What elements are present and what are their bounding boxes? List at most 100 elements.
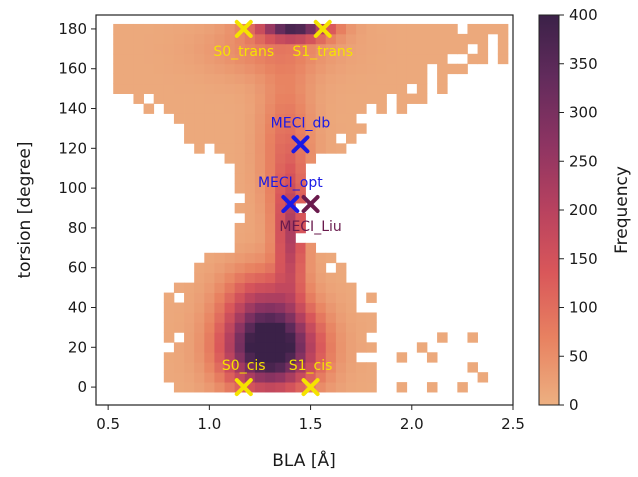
heatmap-cell [265, 262, 276, 274]
heatmap-cell [234, 282, 246, 293]
heatmap-cell [497, 43, 509, 55]
heatmap-cell [356, 123, 367, 134]
heatmap-cell [335, 382, 347, 393]
heatmap-cell [305, 282, 317, 293]
heatmap-cell [366, 53, 377, 65]
heatmap-cell [335, 23, 347, 35]
heatmap-cell [173, 382, 185, 393]
heatmap-cell [285, 73, 296, 85]
heatmap-cell [275, 193, 286, 204]
heatmap-cell [163, 362, 175, 373]
heatmap-cell [254, 23, 266, 35]
heatmap-cell [346, 53, 357, 65]
heatmap-cell [113, 63, 124, 75]
heatmap-cell [254, 322, 266, 333]
heatmap-cell [275, 352, 286, 363]
heatmap-cell [416, 73, 428, 85]
heatmap-cell [265, 103, 276, 114]
heatmap-cell [244, 212, 256, 224]
y-tick-label: 180 [58, 20, 87, 38]
heatmap-cell [477, 23, 489, 35]
heatmap-cell [346, 83, 357, 94]
heatmap-cell [366, 312, 377, 323]
heatmap-cell [285, 292, 296, 303]
heatmap-cell [315, 73, 327, 85]
heatmap-cell [173, 322, 185, 333]
annotation-label: MECI_db [271, 115, 331, 131]
heatmap-cell [204, 133, 215, 144]
heatmap-cell [163, 322, 175, 333]
heatmap-cell [224, 93, 236, 104]
heatmap-cell [295, 242, 306, 254]
heatmap-cell [346, 292, 357, 303]
heatmap-cell [346, 302, 357, 313]
heatmap-cell [285, 322, 296, 333]
heatmap-cell [184, 282, 195, 293]
heatmap-cell [244, 382, 256, 393]
heatmap-cell [457, 382, 468, 393]
heatmap-cell [204, 252, 215, 264]
heatmap-cell [234, 382, 246, 393]
heatmap-cell [234, 143, 246, 154]
heatmap-cell [244, 113, 256, 124]
heatmap-cell [275, 242, 286, 254]
heatmap-cell [234, 173, 246, 184]
heatmap-cell [346, 93, 357, 104]
heatmap-cell [224, 133, 236, 144]
heatmap-cell [295, 382, 306, 393]
heatmap-cell [204, 33, 215, 45]
heatmap-cell [214, 23, 225, 35]
heatmap-cell [184, 362, 195, 373]
heatmap-cell [305, 292, 317, 303]
x-marker [301, 378, 320, 397]
heatmap-cell [194, 352, 205, 363]
heatmap-cell [335, 342, 347, 353]
heatmap-cell [366, 73, 377, 85]
heatmap-cell [467, 33, 478, 45]
heatmap-cell [295, 322, 306, 333]
heatmap-cell [234, 43, 246, 55]
heatmap-cell [214, 332, 225, 343]
heatmap-cell [265, 73, 276, 85]
y-axis-title: torsion [degree] [15, 141, 35, 278]
heatmap-cell [194, 332, 205, 343]
heatmap-cell [234, 222, 246, 234]
heatmap-cell [346, 123, 357, 134]
heatmap-cell [346, 23, 357, 35]
heatmap-cell [406, 23, 418, 35]
heatmap-cell [194, 123, 205, 134]
heatmap-cell [204, 332, 215, 343]
heatmap-cell [315, 83, 327, 94]
heatmap-cell [366, 342, 377, 353]
heatmap-cell [406, 63, 418, 75]
annotation-label: S0_trans [213, 44, 274, 60]
heatmap-cell [285, 222, 296, 234]
x-marker [234, 19, 253, 38]
heatmap-cell [285, 133, 296, 144]
heatmap-cell [497, 53, 509, 65]
heatmap-cell [335, 123, 347, 134]
heatmap-cell [295, 332, 306, 343]
heatmap-cell [163, 292, 175, 303]
heatmap-cell [447, 33, 458, 45]
heatmap-cell [254, 173, 266, 184]
heatmap-cell [275, 292, 286, 303]
heatmap-cell [356, 103, 367, 114]
heatmap-cell [315, 103, 327, 114]
heatmap-cell [153, 93, 165, 104]
heatmap-cell [325, 123, 337, 134]
heatmap-cell [335, 312, 347, 323]
y-tick-label: 20 [68, 338, 87, 356]
annotation-label: S1_cis [289, 358, 333, 374]
y-tick-label: 120 [58, 139, 87, 157]
heatmap-cell [133, 93, 144, 104]
heatmap-cell [315, 372, 327, 383]
heatmap-cell [265, 173, 276, 184]
heatmap-cell [244, 332, 256, 343]
heatmap-cell [224, 332, 236, 343]
heatmap-cell [265, 153, 276, 164]
heatmap-cell [265, 163, 276, 174]
y-tick-label: 0 [77, 378, 87, 396]
heatmap-cell [295, 352, 306, 363]
heatmap-cell [346, 63, 357, 75]
